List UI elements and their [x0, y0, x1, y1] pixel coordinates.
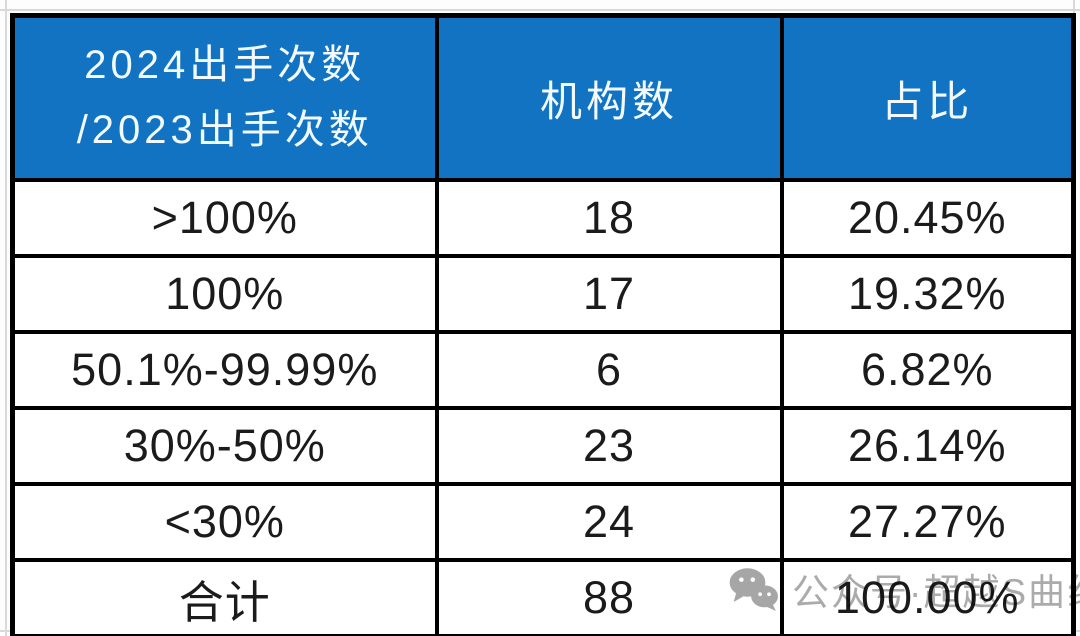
header-ratio-line1: 2024出手次数	[84, 43, 366, 88]
sheet-gridline-top	[0, 9, 1080, 11]
cell-share: 27.27%	[779, 482, 1076, 562]
cell-range: 30%-50%	[10, 406, 439, 486]
cell-institutions: 18	[434, 178, 784, 258]
header-cell-share: 占比	[779, 13, 1076, 182]
cell-share-total: 100.00%	[779, 558, 1076, 636]
table-row: 30%-50% 23 26.14%	[10, 406, 1076, 486]
cell-institutions-total: 88	[434, 558, 784, 636]
header-cell-institutions: 机构数	[434, 13, 784, 182]
cell-institutions: 17	[434, 254, 784, 334]
table-row: >100% 18 20.45%	[10, 178, 1076, 258]
table-row total-row: 合计 88 100.00%	[10, 558, 1076, 636]
cell-institutions: 23	[434, 406, 784, 486]
cell-range: 100%	[10, 254, 439, 334]
cell-range: 50.1%-99.99%	[10, 330, 439, 410]
cell-range-total: 合计	[10, 558, 439, 636]
cell-share: 20.45%	[779, 178, 1076, 258]
cell-share: 26.14%	[779, 406, 1076, 486]
cell-range: >100%	[10, 178, 439, 258]
cell-institutions: 24	[434, 482, 784, 562]
sheet-gridline-left	[5, 0, 7, 636]
cell-share: 6.82%	[779, 330, 1076, 410]
cell-share: 19.32%	[779, 254, 1076, 334]
header-ratio-line2: /2023出手次数	[76, 108, 373, 152]
header-row: 2024出手次数 /2023出手次数 机构数 占比	[10, 13, 1076, 182]
table-row: 50.1%-99.99% 6 6.82%	[10, 330, 1076, 410]
table-row: <30% 24 27.27%	[10, 482, 1076, 562]
table-row: 100% 17 19.32%	[10, 254, 1076, 334]
cell-institutions: 6	[434, 330, 784, 410]
cell-range: <30%	[10, 482, 439, 562]
header-cell-ratio: 2024出手次数 /2023出手次数	[10, 13, 439, 182]
ratio-distribution-table: 2024出手次数 /2023出手次数 机构数 占比 >100% 18 20.45…	[10, 13, 1076, 636]
